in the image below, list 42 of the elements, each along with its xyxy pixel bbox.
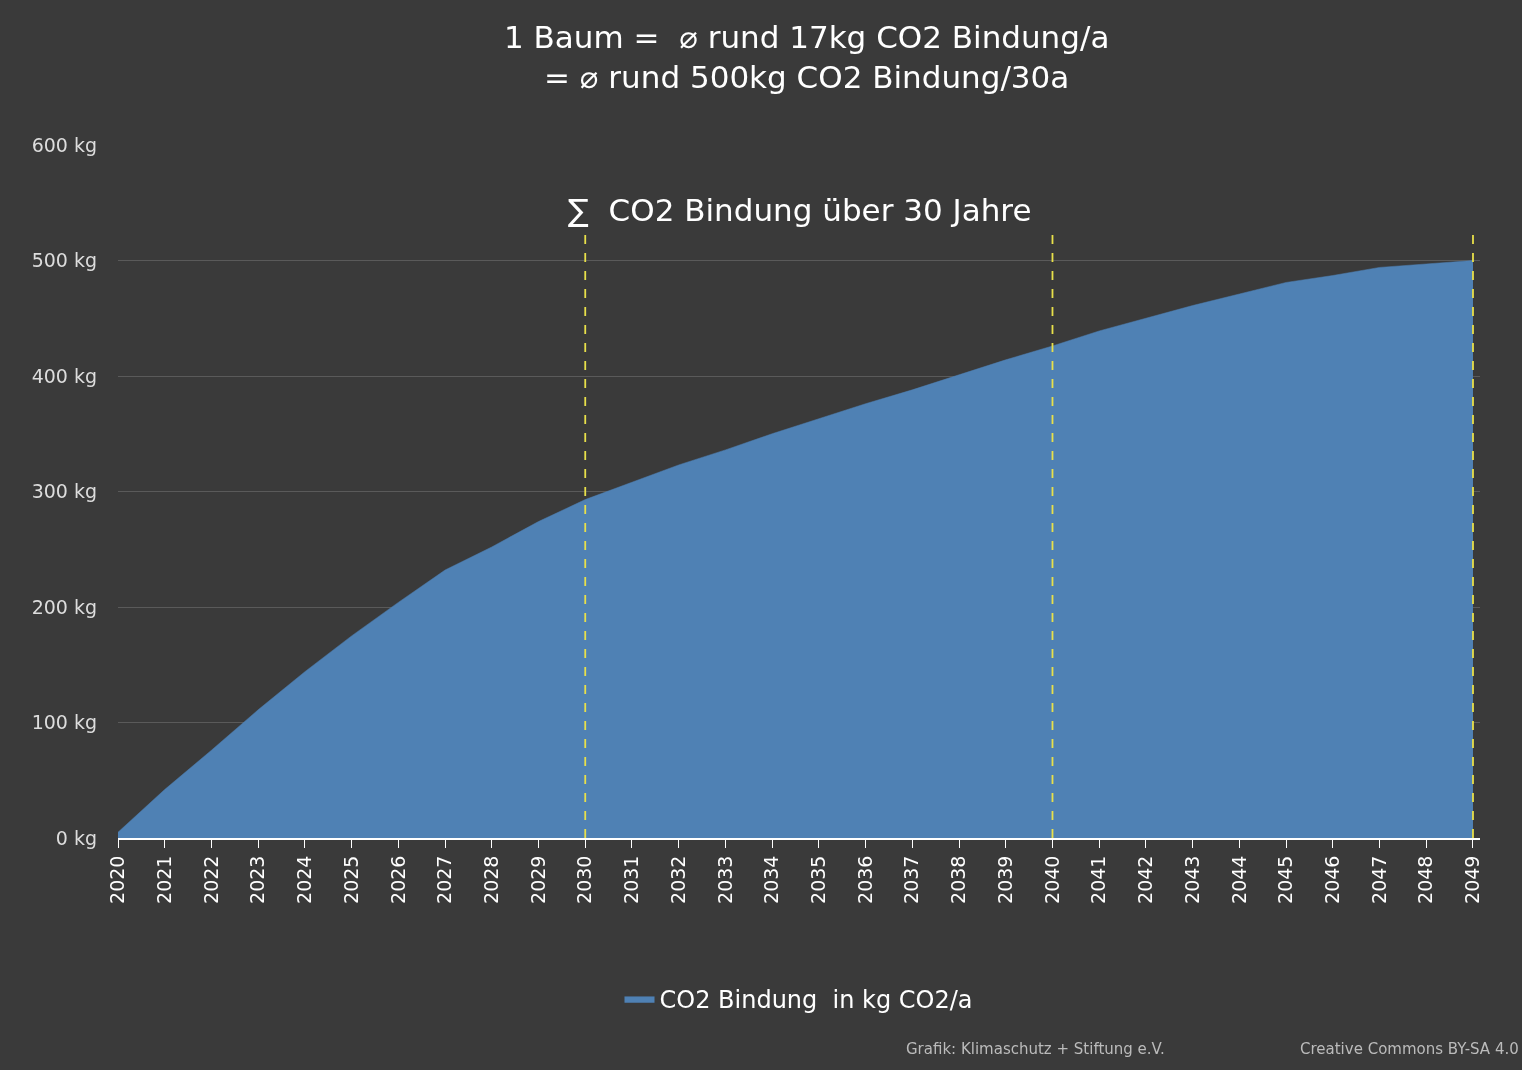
x-tick-label: 2030 <box>573 855 596 904</box>
x-tick-label: 2033 <box>713 855 736 904</box>
x-tick-label: 2043 <box>1180 855 1203 904</box>
x-tick-label: 2026 <box>386 855 409 904</box>
x-tick-label: 2040 <box>1040 855 1063 904</box>
x-tick-label: 2031 <box>620 855 643 904</box>
x-tick-label: 2032 <box>666 855 689 904</box>
x-tick-label: 2046 <box>1320 855 1343 904</box>
x-tick-label: 2035 <box>807 855 830 904</box>
x-tick-label: 2034 <box>760 855 783 904</box>
x-tick-label: 2038 <box>947 855 970 904</box>
x-tick-label: 2044 <box>1227 855 1250 904</box>
x-tick-label: 2039 <box>993 855 1016 904</box>
x-tick-label: 2028 <box>479 855 502 904</box>
y-tick-label: 400 kg <box>31 364 97 387</box>
y-tick-label: 0 kg <box>55 826 97 849</box>
x-tick-label: 2020 <box>106 855 129 904</box>
x-tick-label: 2024 <box>293 855 316 904</box>
x-tick-label: 2037 <box>900 855 923 904</box>
x-tick-label: 2022 <box>199 855 222 904</box>
y-tick-label: 100 kg <box>31 711 97 734</box>
y-tick-label: 300 kg <box>31 480 97 503</box>
x-tick-label: 2042 <box>1134 855 1157 904</box>
x-tick-label: 2049 <box>1461 855 1484 904</box>
x-tick-label: 2047 <box>1367 855 1390 904</box>
y-tick-label: 600 kg <box>31 133 97 156</box>
x-tick-label: 2027 <box>433 855 456 904</box>
x-tick-label: 2048 <box>1414 855 1437 904</box>
x-tick-label: 2036 <box>853 855 876 904</box>
chart-title: 1 Baum = ⌀ rund 17kg CO2 Bindung/a = ⌀ rund 500kg CO2 Bindung/30a <box>503 19 1110 96</box>
x-tick-label: 2029 <box>526 855 549 904</box>
y-tick-label: 500 kg <box>31 249 97 272</box>
x-tick-label: 2021 <box>152 855 175 904</box>
text: Grafik: Klimaschutz + Stiftung e.V. <box>906 1040 1165 1058</box>
legend-label: CO2 Bindung in kg CO2/a <box>659 986 973 1015</box>
x-tick-label: 2025 <box>339 855 362 904</box>
text: ∑ CO2 Bindung über 30 Jahre <box>568 192 1032 228</box>
y-tick-label: 200 kg <box>31 595 97 618</box>
text: Creative Commons BY-SA 4.0 <box>1300 1040 1519 1058</box>
x-tick-label: 2023 <box>246 855 269 904</box>
x-tick-label: 2041 <box>1087 855 1110 904</box>
x-tick-label: 2045 <box>1274 855 1297 904</box>
